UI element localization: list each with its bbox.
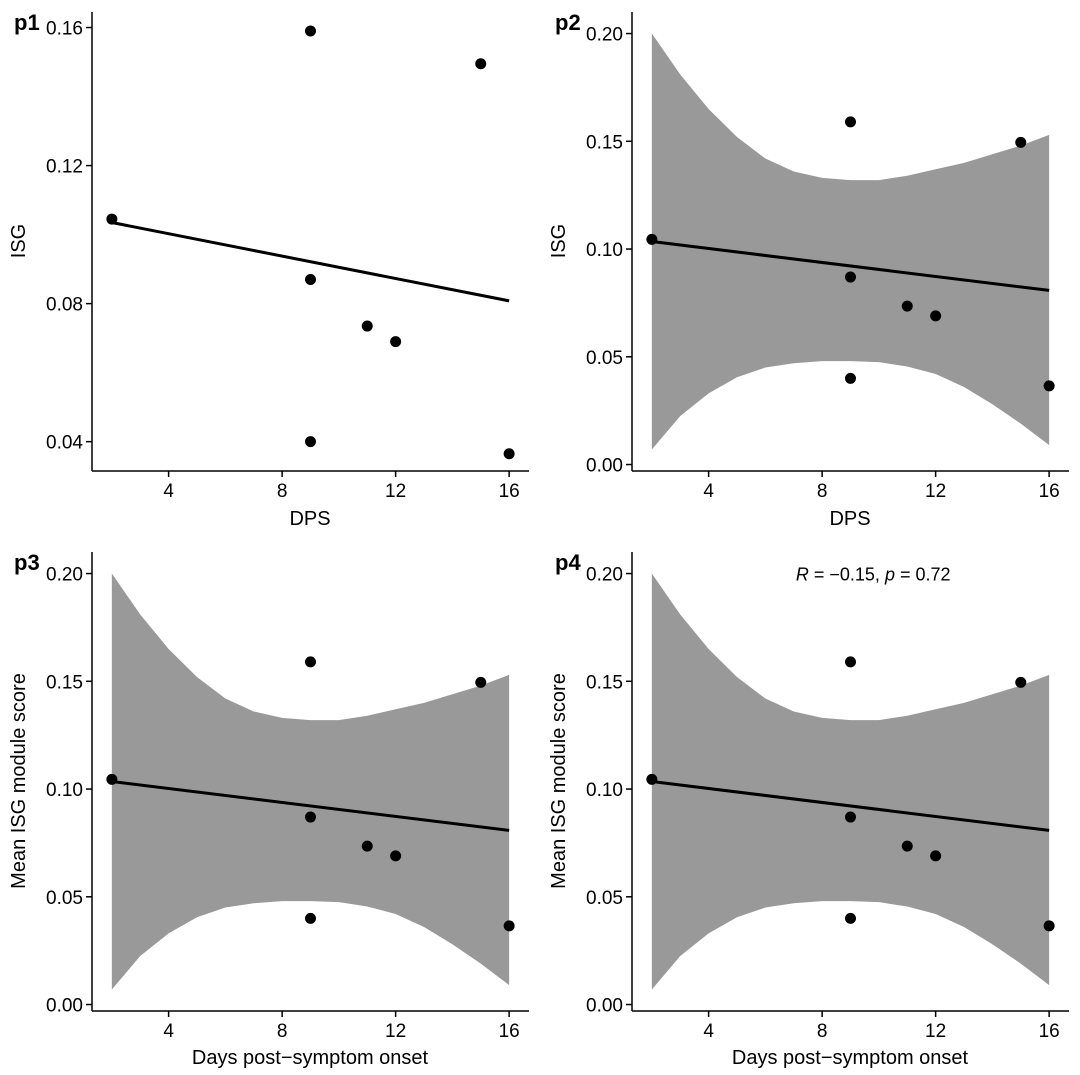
p-symbol: p — [884, 565, 895, 585]
data-point — [845, 912, 856, 924]
x-axis-title: DPS — [829, 508, 870, 530]
y-tick-label: 0.15 — [46, 672, 83, 693]
x-tick-label: 4 — [163, 1021, 174, 1042]
x-tick-label: 8 — [277, 481, 288, 502]
y-tick-label: 0.12 — [46, 157, 83, 178]
y-tick-label: 0.16 — [46, 19, 83, 40]
data-point — [646, 233, 658, 245]
y-tick-label: 0.00 — [586, 996, 623, 1017]
y-tick-label: 0.08 — [46, 295, 83, 316]
data-point — [305, 436, 316, 448]
confidence-band — [651, 33, 1050, 450]
data-point — [901, 300, 913, 312]
y-tick-label: 0.05 — [586, 888, 623, 909]
confidence-band — [651, 573, 1050, 990]
data-point — [106, 773, 118, 785]
y-tick-label: 0.10 — [586, 780, 623, 801]
data-point — [646, 773, 658, 785]
y-tick-label: 0.20 — [46, 565, 83, 586]
panel-tag: p1 — [14, 10, 40, 35]
data-point — [390, 336, 402, 348]
regression-line — [651, 240, 1050, 292]
x-axis-title: Days post−symptom onset — [732, 1047, 969, 1069]
data-point — [305, 25, 316, 37]
data-point — [845, 271, 856, 283]
data-point — [845, 811, 856, 823]
panel-p4: 4 8 12 16 0.00 0.05 0.10 0.15 0.20 Days post−symp… — [548, 550, 1069, 1069]
y-tick-label: 0.00 — [586, 456, 623, 477]
data-point — [361, 320, 373, 332]
data-point — [390, 850, 402, 862]
data-point — [475, 676, 487, 688]
data-point — [1043, 380, 1055, 392]
x-tick-label: 12 — [385, 1021, 406, 1042]
y-tick-label: 0.00 — [46, 996, 83, 1017]
y-axis-title: ISG — [8, 224, 30, 258]
data-point — [930, 850, 942, 862]
data-point — [1015, 676, 1027, 688]
x-tick-label: 12 — [385, 481, 406, 502]
x-tick-label: 4 — [703, 481, 714, 502]
x-tick-label: 12 — [925, 481, 946, 502]
data-point — [845, 656, 856, 668]
x-tick-label: 16 — [499, 1021, 520, 1042]
x-tick-label: 4 — [703, 1021, 714, 1042]
y-tick-label: 0.20 — [586, 25, 623, 46]
panel-tag: p4 — [555, 550, 581, 575]
y-tick-label: 0.15 — [586, 672, 623, 693]
y-tick-label: 0.15 — [586, 132, 623, 153]
x-tick-label: 16 — [1039, 1021, 1060, 1042]
data-point — [305, 912, 316, 924]
regression-line — [651, 780, 1050, 832]
y-tick-label: 0.20 — [586, 565, 623, 586]
x-tick-label: 12 — [925, 1021, 946, 1042]
p-value: = 0.72 — [895, 565, 951, 585]
data-point — [475, 58, 487, 70]
y-axis-title: Mean ISG module score — [548, 673, 570, 889]
data-point — [845, 372, 856, 384]
data-point — [1015, 136, 1027, 148]
y-tick-label: 0.10 — [46, 780, 83, 801]
data-point — [305, 811, 316, 823]
data-point — [1043, 920, 1055, 932]
data-point — [106, 213, 118, 225]
x-axis-title: Days post−symptom onset — [192, 1047, 429, 1069]
y-tick-label: 0.10 — [586, 240, 623, 261]
x-tick-label: 8 — [277, 1021, 288, 1042]
data-point — [305, 656, 316, 668]
correlation-annotation: R = −0.15, p = 0.72 — [796, 565, 951, 585]
y-axis-title: Mean ISG module score — [8, 673, 30, 889]
y-tick-label: 0.04 — [46, 433, 83, 454]
x-tick-label: 4 — [163, 481, 174, 502]
data-point — [503, 448, 515, 460]
data-point — [930, 310, 942, 322]
panel-p2: 4 8 12 16 0.00 0.05 0.10 0.15 0.20 DPS ISG p2 — [548, 10, 1069, 530]
data-point — [845, 116, 856, 128]
r-symbol: R — [796, 565, 809, 585]
panel-p1: 4 8 12 16 0.04 0.08 0.12 0.16 DPS ISG p1 — [8, 10, 529, 530]
data-point — [305, 273, 316, 285]
x-tick-label: 8 — [817, 481, 828, 502]
data-point — [503, 920, 515, 932]
y-axis-title: ISG — [548, 224, 570, 258]
x-tick-label: 16 — [1039, 481, 1060, 502]
confidence-band — [111, 573, 510, 990]
y-tick-label: 0.05 — [586, 348, 623, 369]
regression-line — [111, 780, 510, 832]
panel-tag: p3 — [14, 550, 40, 575]
y-tick-label: 0.05 — [46, 888, 83, 909]
data-point — [901, 840, 913, 852]
regression-line — [111, 221, 510, 303]
r-value: = −0.15, — [809, 565, 885, 585]
x-tick-label: 16 — [499, 481, 520, 502]
x-axis-title: DPS — [289, 508, 330, 530]
data-point — [361, 840, 373, 852]
panel-p3: 4 8 12 16 0.00 0.05 0.10 0.15 0.20 Days post−symp… — [8, 550, 529, 1069]
panel-tag: p2 — [555, 10, 581, 35]
x-tick-label: 8 — [817, 1021, 828, 1042]
